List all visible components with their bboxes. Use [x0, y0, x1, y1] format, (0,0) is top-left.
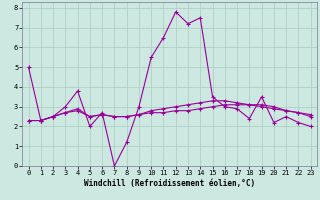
X-axis label: Windchill (Refroidissement éolien,°C): Windchill (Refroidissement éolien,°C)	[84, 179, 255, 188]
